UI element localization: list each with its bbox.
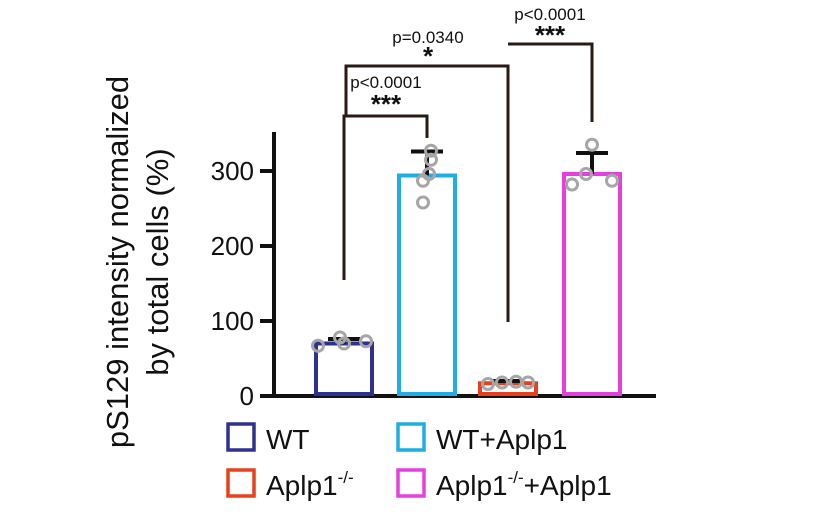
y-axis-label-line1: pS129 intensity normalized xyxy=(100,76,135,448)
data-point-4-3 xyxy=(579,167,593,181)
significance-stars-3: * xyxy=(423,41,434,71)
data-point-4-4 xyxy=(585,137,599,152)
data-point-2-4 xyxy=(424,152,438,167)
legend-swatch-2 xyxy=(396,422,426,452)
data-point-2-3 xyxy=(422,167,436,181)
data-point-3-4 xyxy=(521,375,535,390)
p-value-label-2: p<0.0001 xyxy=(514,5,585,24)
y-tick-label-200: 200 xyxy=(211,231,254,261)
y-ticks: 0 100 200 300 xyxy=(211,156,274,411)
data-point-1-4 xyxy=(333,330,347,345)
p-value-label-1: p<0.0001 xyxy=(350,73,421,92)
data-point-1-1 xyxy=(311,338,325,353)
significance-stars-2: *** xyxy=(535,20,566,50)
y-tick-label-0: 0 xyxy=(240,381,254,411)
significance-brackets: p<0.0001***p<0.0001***p=0.0340* xyxy=(342,5,594,322)
legend-label-3: Aplp1-/- xyxy=(266,468,354,501)
bracket-groups xyxy=(344,64,510,322)
legend-label-2: WT+Aplp1 xyxy=(436,424,568,455)
data-point-4-2 xyxy=(605,173,619,188)
data-point-1-3 xyxy=(359,334,373,349)
y-tick-label-100: 100 xyxy=(211,306,254,336)
bar-1 xyxy=(314,341,374,396)
bar-4 xyxy=(562,172,622,396)
legend-swatch-3 xyxy=(226,468,256,498)
significance-stars-1: *** xyxy=(371,89,402,119)
bracket-wt-vs-wt-aplp1 xyxy=(342,114,429,280)
data-point-4-1 xyxy=(565,177,579,192)
y-tick-label-300: 300 xyxy=(211,156,254,186)
bars xyxy=(311,137,622,396)
legend-label-4: Aplp1-/-+Aplp1 xyxy=(436,468,612,501)
data-point-2-1 xyxy=(416,195,430,210)
y-axis-label-line2: by total cells (%) xyxy=(140,148,175,375)
data-point-2-5 xyxy=(424,143,438,158)
data-point-3-1 xyxy=(481,377,495,391)
legend-swatch-4 xyxy=(396,468,426,498)
bar-2 xyxy=(397,173,457,396)
p-value-label-3: p=0.0340 xyxy=(392,28,463,47)
legend-swatch-1 xyxy=(226,422,256,452)
legend: WT WT+Aplp1 Aplp1-/- Aplp1-/-+Aplp1 xyxy=(226,422,612,501)
bracket-ko-vs-ko-aplp1 xyxy=(508,42,594,122)
data-point-3-2 xyxy=(495,375,509,390)
legend-label-1: WT xyxy=(266,424,310,455)
